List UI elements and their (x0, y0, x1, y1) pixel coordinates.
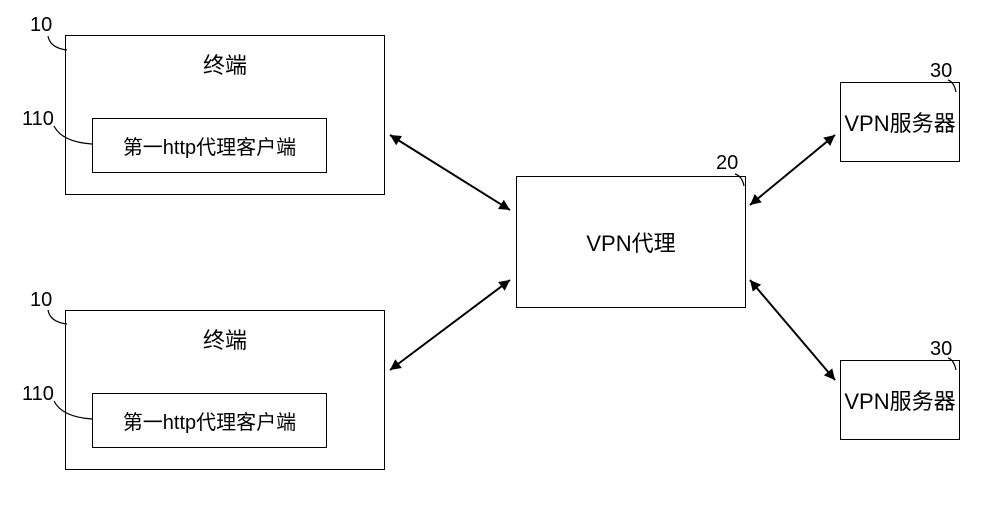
vpn-proxy-label: VPN代理 (586, 226, 675, 258)
ref-client-bottom: 110 (22, 383, 54, 406)
ref-terminal-bottom: 10 (30, 289, 52, 312)
client-bottom-label: 第一http代理客户端 (123, 406, 296, 435)
terminal-bottom-label: 终端 (203, 323, 247, 355)
terminal-top-label: 终端 (203, 48, 247, 80)
ref-vpn-proxy: 20 (716, 152, 738, 175)
client-top-box: 第一http代理客户端 (92, 118, 327, 173)
client-bottom-box: 第一http代理客户端 (92, 393, 327, 448)
ref-terminal-top: 10 (30, 14, 52, 37)
vpn-proxy-box: VPN代理 (516, 176, 746, 308)
vpn-server-bottom-box: VPN服务器 (840, 360, 960, 440)
ref-client-top: 110 (22, 108, 54, 131)
ref-vpn-server-top: 30 (930, 60, 952, 83)
vpn-server-bottom-label: VPN服务器 (844, 384, 955, 416)
ref-vpn-server-bottom: 30 (930, 338, 952, 361)
vpn-server-top-box: VPN服务器 (840, 82, 960, 162)
vpn-server-top-label: VPN服务器 (844, 106, 955, 138)
client-top-label: 第一http代理客户端 (123, 131, 296, 160)
